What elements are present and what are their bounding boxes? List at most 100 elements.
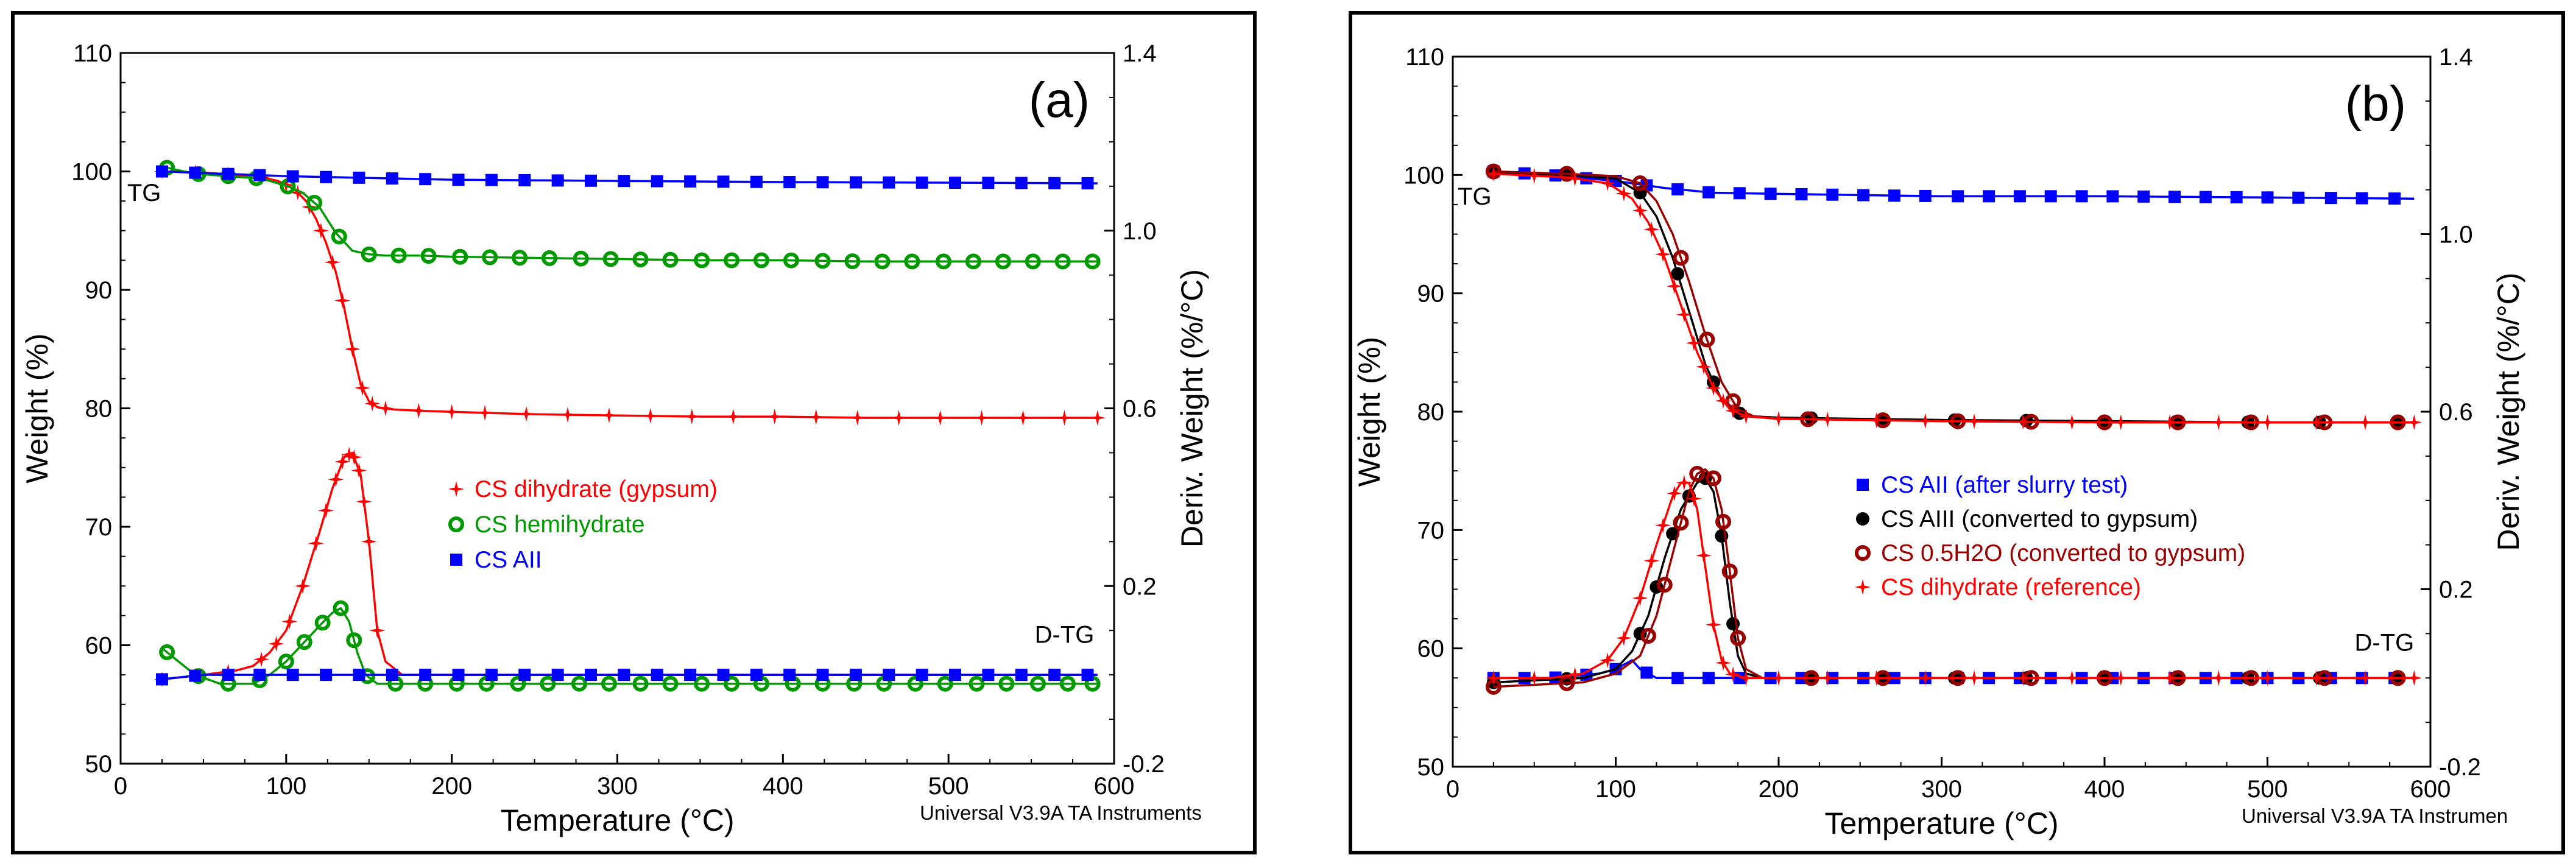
x-tick-label: 200 [1759, 776, 1799, 803]
data-point [1706, 380, 1721, 396]
legend-marker [450, 554, 462, 566]
data-point [1917, 413, 1933, 429]
data-point [2406, 670, 2422, 686]
y2-tick-label: 1.0 [2439, 222, 2473, 248]
data-point [907, 675, 923, 692]
tg-annotation: TG [1458, 183, 1492, 210]
data-point [1888, 189, 1900, 202]
data-point [296, 634, 312, 650]
data-point [1056, 410, 1073, 426]
data-point [2075, 190, 2088, 203]
legend-label: CS AII [475, 547, 542, 573]
y-tick-label: 110 [1405, 44, 1444, 71]
data-point [346, 449, 362, 465]
x-tick-label: 200 [431, 773, 472, 800]
x-tick-label: 400 [2084, 776, 2125, 803]
data-point [916, 669, 928, 681]
x-tick-label: 100 [266, 773, 306, 800]
data-point [1089, 410, 1106, 426]
data-point [1048, 669, 1061, 681]
data-point [1673, 515, 1689, 531]
data-point [542, 250, 558, 266]
data-point [1526, 167, 1542, 184]
data-point [2064, 670, 2080, 686]
data-point [683, 408, 700, 424]
data-point [512, 250, 528, 266]
data-point [874, 253, 891, 270]
data-point [814, 253, 831, 269]
series-1 [159, 160, 1101, 270]
data-point [724, 675, 740, 692]
data-point [816, 176, 829, 189]
data-point [341, 446, 358, 463]
series-4 [159, 600, 1101, 692]
data-point [369, 622, 386, 639]
y-axis-label: Weight (%) [1352, 337, 1386, 487]
data-point [1966, 670, 1982, 686]
data-point [1081, 669, 1094, 681]
data-point [485, 669, 498, 681]
data-point [651, 669, 663, 681]
y2-tick-label: 1.0 [1123, 218, 1157, 245]
data-point [2044, 190, 2057, 203]
data-point [2324, 192, 2337, 205]
instrument-footer: Universal V3.9A TA Instrumen [2242, 804, 2508, 827]
data-point [189, 166, 202, 179]
y2-tick-label: -0.2 [2439, 754, 2481, 781]
series-line [161, 607, 1098, 685]
y-tick-label: 70 [1417, 517, 1445, 544]
instrument-footer: Universal V3.9A TA Instruments [920, 801, 1202, 824]
data-point [1738, 670, 1754, 686]
panel-a: 0 100 200 300 400 500 600 50 60 70 80 90 100 110 -0.2 0… [11, 11, 1257, 854]
x-tick-label: 600 [2410, 776, 2451, 803]
series-line [161, 170, 1098, 419]
data-point [1702, 672, 1715, 685]
data-point [2112, 414, 2129, 431]
data-point [540, 675, 556, 692]
data-point [602, 251, 619, 267]
data-point [2406, 414, 2422, 431]
data-point [1567, 666, 1583, 683]
x-tick-label: 500 [2247, 776, 2288, 803]
data-point [816, 669, 829, 681]
data-point [651, 175, 663, 188]
data-point [936, 253, 952, 270]
data-point [411, 403, 427, 419]
data-point [949, 669, 962, 681]
panel-label: (b) [2345, 76, 2406, 132]
data-point [155, 165, 168, 178]
data-point [783, 176, 796, 189]
x-tick-label: 100 [1595, 776, 1636, 803]
data-point [1868, 670, 1885, 686]
legend-marker [1856, 512, 1869, 526]
data-point [969, 675, 985, 692]
data-point [189, 669, 202, 682]
data-point [1485, 166, 1501, 182]
data-point [1015, 410, 1031, 426]
data-point [286, 170, 299, 183]
data-point [1857, 189, 1870, 202]
data-point [1526, 670, 1542, 686]
data-point [849, 176, 862, 189]
series-line [1493, 172, 2415, 424]
x-tick-label: 300 [597, 773, 638, 800]
x-tick-label: 0 [1446, 776, 1459, 803]
data-point [1733, 187, 1746, 200]
data-point [346, 632, 362, 649]
data-point [222, 669, 235, 681]
x-tick-label: 300 [1921, 776, 1962, 803]
data-point [2230, 191, 2243, 203]
data-point [2259, 670, 2276, 686]
data-point [390, 247, 407, 264]
data-point [1640, 666, 1653, 679]
data-point [2388, 192, 2401, 205]
data-point [159, 644, 175, 660]
data-point [1696, 359, 1712, 375]
data-point [1485, 670, 1501, 686]
data-point [1615, 185, 1632, 202]
data-point [965, 253, 981, 270]
data-point [386, 669, 398, 681]
data-point [937, 675, 953, 692]
data-point [2308, 414, 2324, 431]
data-point [717, 175, 730, 188]
